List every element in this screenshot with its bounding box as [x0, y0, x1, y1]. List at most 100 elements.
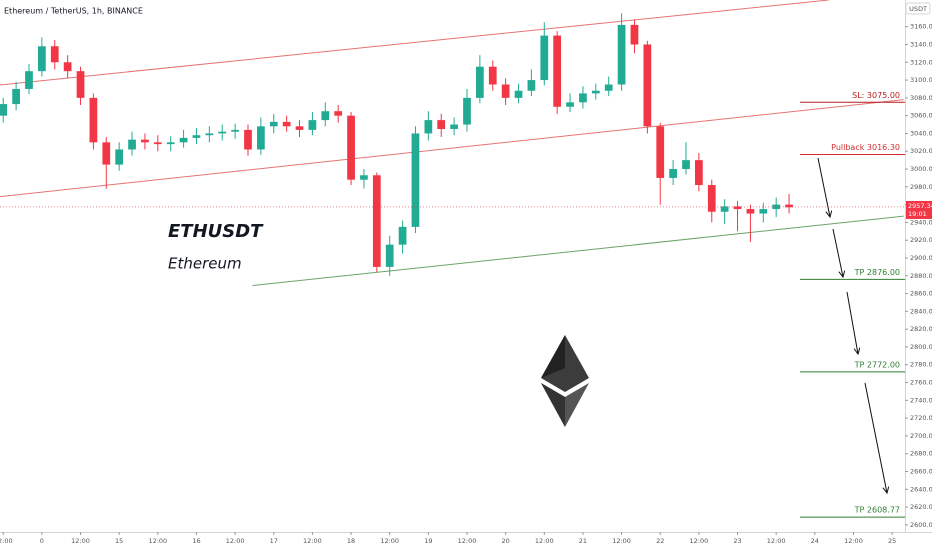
name: Ethereum	[168, 255, 242, 273]
candle-body	[231, 129, 239, 132]
candle-body	[347, 115, 355, 180]
y-tick-label: 3100.00	[910, 76, 932, 84]
candle-body	[707, 185, 716, 212]
y-tick-label: 2780.00	[910, 361, 932, 369]
candle-body	[38, 46, 46, 72]
y-tick-label: 2940.00	[910, 218, 932, 226]
y-tick-label: 2880.00	[910, 272, 932, 280]
currency: USDT	[909, 5, 927, 13]
candle-body	[682, 160, 690, 170]
x-tick-label: 12:00	[690, 537, 709, 545]
candle-body	[372, 175, 381, 267]
candle-body	[424, 120, 433, 134]
last-price-box	[906, 200, 932, 219]
y-tick-label: 2860.00	[910, 290, 932, 298]
trend-line	[0, 0, 829, 86]
x-tick-label: 22	[656, 537, 664, 545]
candle-body	[617, 24, 626, 85]
candle-body	[76, 71, 85, 98]
y-tick-label: 2800.00	[910, 343, 932, 351]
candle-body	[166, 142, 175, 145]
candle-body	[218, 131, 227, 134]
candle-body	[179, 137, 188, 143]
level-label: TP 2772.00	[854, 360, 900, 369]
x-tick-label: 12:00	[612, 537, 631, 545]
candle-body	[334, 111, 343, 116]
candle-body	[630, 24, 639, 45]
currency-box	[905, 2, 931, 15]
y-tick-label: 3060.00	[910, 112, 932, 120]
candle-body	[501, 84, 510, 98]
x-tick-label: 0	[40, 537, 44, 545]
y-tick-label: 2720.00	[910, 414, 932, 422]
x-tick-label: 12:00	[844, 537, 863, 545]
x-tick-label: 12:00	[226, 537, 245, 545]
candle-body	[553, 35, 562, 107]
candle-body	[192, 135, 201, 138]
level-label: TP 2876.00	[854, 268, 900, 277]
candle-body	[759, 209, 768, 214]
y-tick-label: 2980.00	[910, 183, 932, 191]
candle-body	[591, 90, 600, 94]
x-tick-label: 25	[888, 537, 896, 545]
y-tick-label: 2700.00	[910, 432, 932, 440]
candle-body	[102, 142, 111, 165]
y-tick-label: 2660.00	[910, 468, 932, 476]
level-label: Pullback 3016.30	[831, 143, 900, 152]
countdown: 19:01	[908, 210, 927, 218]
x-tick-label: 17	[270, 537, 278, 545]
y-tick-label: 3000.00	[910, 165, 932, 173]
candle-body	[540, 35, 549, 81]
y-tick-label: 2680.00	[910, 450, 932, 458]
candle-body	[669, 169, 677, 178]
candle-body	[488, 66, 497, 85]
y-tick-label: 3120.00	[910, 58, 932, 66]
candle-body	[89, 97, 98, 143]
y-tick-label: 2760.00	[910, 379, 932, 387]
y-tick-label: 3020.00	[910, 147, 932, 155]
y-tick-label: 3160.00	[910, 23, 932, 31]
candle-body	[269, 121, 278, 127]
level-label: TP 2608.77	[854, 506, 900, 515]
level-label: SL: 3075.00	[852, 91, 900, 100]
candle-body	[450, 124, 458, 129]
x-tick-label: 12:00	[303, 537, 322, 545]
candle-body	[244, 129, 252, 150]
candle-body	[746, 209, 755, 214]
candle-body	[579, 93, 587, 103]
candle-body	[50, 46, 59, 63]
y-tick-label: 2620.00	[910, 503, 932, 511]
x-tick-label: 15	[115, 537, 123, 545]
x-tick-label: 12:00	[148, 537, 167, 545]
candle-body	[321, 111, 330, 121]
arrows	[817, 157, 887, 493]
candle-body	[153, 142, 162, 145]
y-tick-label: 2900.00	[910, 254, 932, 262]
candle-body	[643, 44, 652, 127]
candle-body	[411, 133, 420, 227]
candle-body	[604, 84, 613, 91]
y-tick-label: 2820.00	[910, 325, 932, 333]
candle-body	[257, 126, 265, 150]
last-price: 2957.34	[908, 202, 932, 210]
trend-line	[252, 215, 904, 287]
candle-body	[463, 97, 471, 125]
candle-body	[566, 102, 574, 107]
y-tick-label: 3140.00	[910, 40, 932, 48]
candle-body	[656, 126, 665, 178]
candle-body	[295, 126, 304, 130]
y-tick-label: 3080.00	[910, 94, 932, 102]
candle-body	[141, 139, 149, 143]
candle-body	[527, 80, 536, 91]
candle-body	[360, 175, 368, 180]
x-tick-label: 23	[733, 537, 741, 545]
x-tick-label: 12:00	[458, 537, 477, 545]
candle-body	[514, 90, 523, 98]
candle-body	[282, 121, 291, 127]
candle-body	[25, 71, 33, 89]
x-tick-label: 19	[424, 537, 432, 545]
candle-body	[12, 88, 20, 105]
y-tick-label: 2920.00	[910, 236, 932, 244]
